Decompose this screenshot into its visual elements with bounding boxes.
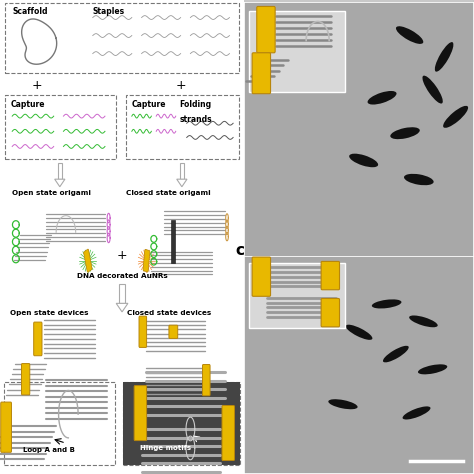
Text: Folding: Folding <box>180 100 211 109</box>
Bar <box>249 263 345 328</box>
Text: strands: strands <box>180 115 212 124</box>
FancyBboxPatch shape <box>1 402 11 452</box>
Bar <box>123 382 240 465</box>
Text: Open state devices: Open state devices <box>10 310 88 317</box>
Ellipse shape <box>390 127 420 139</box>
Ellipse shape <box>372 300 401 309</box>
Ellipse shape <box>443 106 468 128</box>
Text: Loop A and B: Loop A and B <box>23 447 75 453</box>
Text: Scaffold: Scaffold <box>12 7 48 16</box>
Polygon shape <box>116 303 128 312</box>
FancyBboxPatch shape <box>169 325 178 338</box>
FancyBboxPatch shape <box>252 53 271 94</box>
Text: Open state origami: Open state origami <box>12 190 91 196</box>
Bar <box>58 163 62 179</box>
Bar <box>126 95 239 159</box>
FancyBboxPatch shape <box>134 386 146 441</box>
Text: Capture: Capture <box>132 100 166 109</box>
Ellipse shape <box>346 325 373 340</box>
Bar <box>171 220 175 263</box>
FancyBboxPatch shape <box>321 299 339 327</box>
Text: Capture: Capture <box>11 100 46 109</box>
FancyBboxPatch shape <box>202 365 210 396</box>
FancyBboxPatch shape <box>139 316 146 347</box>
Text: +: + <box>117 249 128 263</box>
FancyBboxPatch shape <box>21 364 30 395</box>
Ellipse shape <box>402 406 430 419</box>
Text: Closed state devices: Closed state devices <box>127 310 211 317</box>
Bar <box>123 382 240 465</box>
Bar <box>5 95 116 159</box>
Ellipse shape <box>418 365 447 374</box>
Text: +: + <box>31 79 42 92</box>
Bar <box>5 3 239 73</box>
Bar <box>249 10 345 92</box>
Ellipse shape <box>328 399 357 409</box>
Polygon shape <box>55 179 65 187</box>
Bar <box>180 163 184 179</box>
Text: DNA decorated AuNRs: DNA decorated AuNRs <box>77 273 167 279</box>
Text: Hinge motifs: Hinge motifs <box>140 445 191 451</box>
Polygon shape <box>177 179 187 187</box>
Bar <box>4 382 115 465</box>
FancyBboxPatch shape <box>34 322 42 356</box>
FancyBboxPatch shape <box>222 406 235 461</box>
FancyBboxPatch shape <box>252 257 271 296</box>
Ellipse shape <box>422 76 443 103</box>
Ellipse shape <box>367 91 397 105</box>
FancyBboxPatch shape <box>321 262 339 290</box>
FancyBboxPatch shape <box>257 7 275 53</box>
Text: Closed state origami: Closed state origami <box>126 190 210 196</box>
Ellipse shape <box>435 42 454 72</box>
Ellipse shape <box>383 346 409 362</box>
Text: +: + <box>175 79 186 92</box>
Ellipse shape <box>349 154 378 167</box>
Ellipse shape <box>409 316 438 327</box>
Text: Open state devices: Open state devices <box>306 302 412 312</box>
Ellipse shape <box>396 26 423 44</box>
Ellipse shape <box>404 174 434 185</box>
FancyBboxPatch shape <box>143 249 150 272</box>
Text: c: c <box>235 243 244 258</box>
Bar <box>119 284 125 303</box>
Text: Staples: Staples <box>93 7 125 16</box>
Text: b: b <box>235 0 246 1</box>
FancyBboxPatch shape <box>84 249 92 272</box>
